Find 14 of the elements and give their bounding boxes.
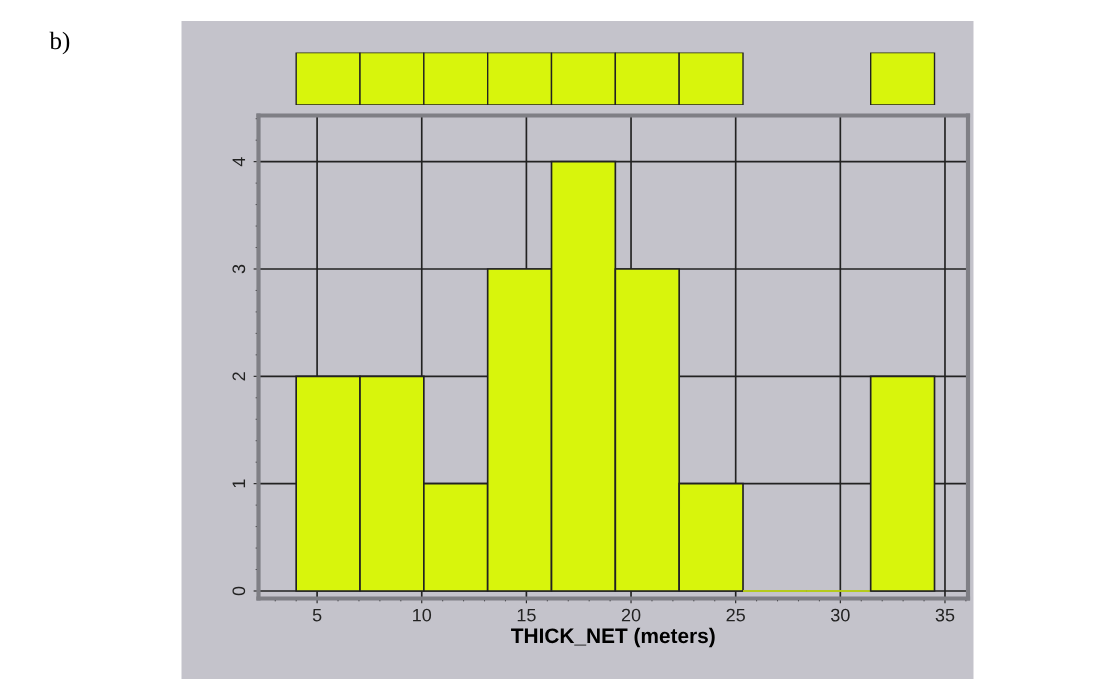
x-tick-label: 10 — [413, 608, 432, 622]
x-tick-label: 25 — [726, 608, 745, 622]
x-tick-label: 5 — [312, 608, 322, 622]
x-axis-title: THICK_NET (meters) — [511, 627, 715, 648]
x-tick-label: 15 — [517, 608, 536, 622]
y-tick-label: 3 — [232, 264, 246, 274]
y-tick-label: 2 — [232, 372, 246, 381]
y-tick-label: 0 — [232, 586, 246, 596]
x-tick-label: 30 — [830, 608, 850, 622]
text: b) — [49, 31, 70, 55]
y-tick-label: 1 — [232, 479, 246, 488]
x-tick-label: 35 — [935, 608, 955, 622]
x-tick-label: 20 — [621, 608, 641, 622]
y-tick-label: 4 — [232, 157, 246, 167]
